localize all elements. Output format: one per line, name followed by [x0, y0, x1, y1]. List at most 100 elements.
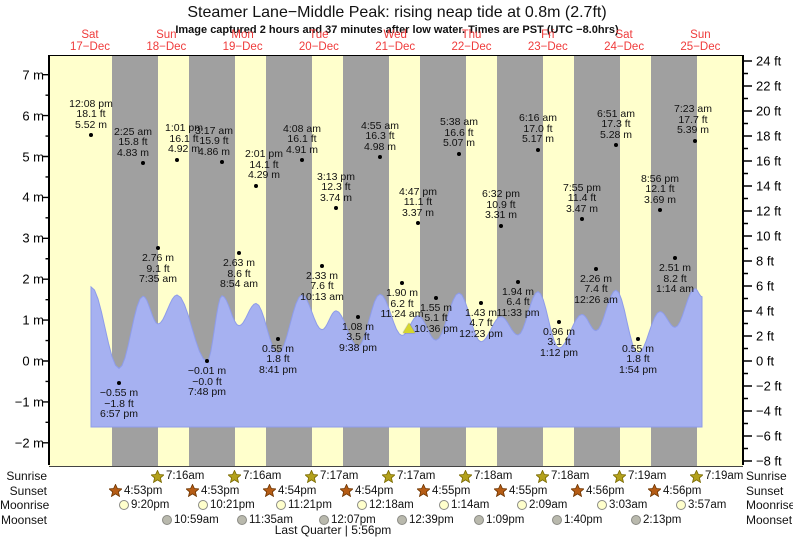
day-label: Sat 24−Dec: [604, 29, 644, 53]
tide-annotation-line: 4.83 m: [116, 146, 150, 159]
tide-annotation-line: 12:26 am: [574, 293, 618, 306]
sunrise-star-icon: [305, 469, 318, 483]
y-axis-right-label: 24 ft: [756, 53, 782, 69]
y-axis-left-label: 6 m: [22, 108, 44, 124]
tide-annotation-line: 1.08 m: [341, 320, 375, 333]
y-axis-right-label: 20 ft: [756, 103, 782, 119]
low-tide-annotation: 0.55 m 1.8 ft 8:41 pm: [259, 343, 297, 376]
moonrise-circle-icon: [276, 500, 286, 510]
tide-annotation-line: 6:51 am: [597, 107, 635, 120]
sunset-star-icon: [263, 484, 276, 497]
day-date: 23−Dec: [527, 41, 568, 53]
almanac-event: 4:55pm: [494, 484, 547, 498]
moonrise-circle-icon: [597, 500, 607, 510]
low-tide-annotation: 2.76 m 9.1 ft 7:35 am: [139, 253, 177, 285]
day-date: 22−Dec: [451, 41, 492, 53]
almanac-time: 1:40pm: [564, 513, 603, 526]
y-axis-right-label: 2 ft: [756, 328, 775, 344]
high-tide-annotation: 3:17 am 15.9 ft 4.86 m: [195, 125, 233, 158]
day-date: 20−Dec: [298, 41, 339, 53]
tide-extreme-dot: [117, 381, 121, 386]
almanac-time: 7:19am: [628, 470, 667, 482]
sunrise-star-icon: [151, 469, 164, 483]
day-label: Sun 18−Dec: [146, 29, 186, 53]
tide-annotation-line: 17.0 ft: [523, 122, 553, 135]
almanac-event: 4:53pm: [109, 484, 162, 498]
tide-annotation-line: 10:36 pm: [414, 322, 458, 335]
high-tide-annotation: 4:08 am 16.1 ft 4.91 m: [283, 123, 321, 156]
almanac-time: 4:53pm: [124, 484, 163, 497]
almanac-time: 7:17am: [320, 470, 359, 482]
almanac-event: 4:54pm: [263, 484, 316, 498]
tide-extreme-dot: [356, 314, 360, 319]
almanac-time: 4:56pm: [663, 484, 702, 497]
tide-extreme-dot: [276, 336, 280, 341]
tide-annotation-line: 3.37 m: [401, 206, 435, 219]
almanac-event: 7:18am: [459, 469, 512, 483]
almanac-time: 4:53pm: [201, 484, 240, 497]
low-tide-annotation: 1.94 m 6.4 ft 11:33 pm: [496, 286, 540, 319]
tide-annotation-line: 2.33 m: [305, 269, 339, 282]
low-tide-annotation: 2.33 m 7.6 ft 10:13 am: [300, 269, 344, 303]
tide-annotation-line: 12.3 ft: [321, 181, 351, 194]
tide-annotation-line: 11:33 pm: [496, 306, 540, 319]
almanac-time: 1:09pm: [486, 513, 525, 526]
tide-annotation-line: 17.7 ft: [678, 113, 708, 126]
day-label: Fri 23−Dec: [528, 29, 568, 53]
tide-annotation-line: 3:13 pm: [317, 170, 355, 183]
low-tide-annotation: −0.55 m −1.8 ft 6:57 pm: [100, 388, 138, 420]
day-date: 18−Dec: [146, 41, 187, 53]
almanac-event: 3:03am: [597, 498, 647, 512]
day-label: Wed 21−Dec: [375, 29, 415, 53]
y-axis-left-label: 2 m: [22, 271, 44, 287]
almanac-row-label-left: Sunrise: [6, 469, 47, 483]
tide-extreme-dot: [499, 223, 503, 228]
tide-annotation-line: 8:56 pm: [641, 172, 679, 185]
almanac-event: 2:09am: [517, 498, 567, 512]
almanac-event: 4:54pm: [340, 484, 393, 498]
almanac-event: 7:19am: [690, 469, 743, 483]
y-axis-right-label: 4 ft: [756, 303, 775, 319]
tide-extreme-dot: [334, 206, 338, 211]
day-name: Sun: [156, 29, 177, 41]
tide-annotation-line: 16.1 ft: [287, 133, 317, 146]
y-axis-left-label: −2 m: [14, 435, 44, 451]
tide-annotation-line: 10.9 ft: [486, 198, 516, 211]
moonrise-circle-icon: [198, 500, 208, 510]
tide-extreme-dot: [693, 138, 697, 143]
almanac-time: 7:17am: [397, 470, 436, 482]
almanac-event: 1:09pm: [474, 513, 524, 527]
y-axis-right-label: 6 ft: [756, 278, 775, 294]
tide-annotation-line: 2.51 m: [658, 262, 692, 275]
tide-annotation-line: 0.55 m: [621, 342, 655, 355]
high-tide-annotation: 2:01 pm 14.1 ft 4.29 m: [245, 149, 283, 181]
high-tide-annotation: 2:25 am 15.8 ft 4.83 m: [114, 127, 152, 159]
high-tide-annotation: 6:51 am 17.3 ft 5.28 m: [597, 107, 635, 141]
sunset-star-icon: [417, 484, 430, 497]
high-tide-annotation: 4:47 pm 11.1 ft 3.37 m: [399, 186, 437, 219]
moonset-circle-icon: [319, 514, 329, 525]
tide-annotation-line: 9.1 ft: [146, 262, 170, 275]
high-tide-annotation: 6:32 pm 10.9 ft 3.31 m: [482, 189, 520, 221]
sunset-star-icon: [648, 484, 661, 497]
tide-annotation-line: 6:57 pm: [100, 408, 138, 421]
y-axis-right-label: 16 ft: [756, 153, 782, 169]
day-name: Wed: [383, 29, 407, 41]
tide-annotation-line: 5.17 m: [521, 133, 555, 146]
low-tide-annotation: 2.51 m 8.2 ft 1:14 am: [656, 263, 694, 295]
tide-annotation-line: 1:12 pm: [540, 346, 578, 359]
day-label: Mon 19−Dec: [223, 29, 263, 53]
current-tide-marker-icon: [403, 323, 415, 334]
almanac-time: 4:54pm: [355, 484, 394, 497]
moonset-circle-icon: [237, 514, 247, 525]
tide-annotation-line: 1.90 m: [385, 287, 419, 300]
almanac-event: 1:40pm: [552, 513, 602, 527]
tide-extreme-dot: [636, 336, 640, 341]
sunrise-star-icon: [459, 469, 472, 483]
almanac-event: 2:13pm: [631, 513, 681, 527]
almanac-time: 7:16am: [166, 470, 205, 482]
high-tide-annotation: 3:13 pm 12.3 ft 3.74 m: [317, 170, 355, 204]
y-axis-right-label: −2 ft: [756, 378, 782, 394]
tide-annotation-line: 5.1 ft: [424, 312, 448, 325]
